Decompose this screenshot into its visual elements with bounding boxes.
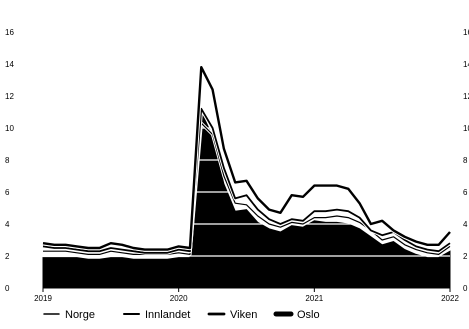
legend-label-innlandet: Innlandet bbox=[145, 309, 190, 321]
y-axis-right: 0 2 4 6 8 10 12 14 16 bbox=[463, 28, 469, 293]
series-line-norge bbox=[43, 122, 451, 255]
y-tick-right-4: 4 bbox=[463, 220, 468, 229]
y-tick-left-4: 4 bbox=[5, 220, 10, 229]
y-tick-left-0: 0 bbox=[5, 284, 10, 293]
y-tick-right-6: 6 bbox=[463, 188, 468, 197]
y-tick-left-10: 10 bbox=[5, 124, 14, 133]
y-tick-right-2: 2 bbox=[463, 252, 468, 261]
legend-label-norge: Norge bbox=[65, 309, 95, 321]
legend-label-viken: Viken bbox=[230, 309, 257, 321]
y-tick-right-8: 8 bbox=[463, 156, 468, 165]
y-tick-right-0: 0 bbox=[463, 284, 468, 293]
legend-label-oslo: Oslo bbox=[297, 309, 320, 321]
y-tick-right-10: 10 bbox=[463, 124, 469, 133]
series-lines-layer bbox=[42, 64, 452, 256]
x-tick-label-2021: 2021 bbox=[305, 294, 323, 303]
y-tick-right-16: 16 bbox=[463, 28, 469, 37]
y-tick-left-16: 16 bbox=[5, 28, 14, 37]
y-tick-left-6: 6 bbox=[5, 188, 10, 197]
x-tick-label-2020: 2020 bbox=[170, 294, 188, 303]
y-tick-right-14: 14 bbox=[463, 60, 469, 69]
series-line-innlandet bbox=[42, 107, 451, 254]
x-axis: 2019 2020 2021 2022 bbox=[34, 287, 459, 303]
y-tick-left-14: 14 bbox=[5, 60, 14, 69]
gridlines-layer bbox=[43, 31, 450, 257]
series-line-viken bbox=[42, 65, 451, 251]
legend: Norge Innlandet Viken Oslo bbox=[43, 309, 320, 321]
y-tick-left-12: 12 bbox=[5, 92, 14, 101]
x-tick-label-2019: 2019 bbox=[34, 294, 52, 303]
y-axis-left: 0 2 4 6 8 10 12 14 16 bbox=[5, 28, 14, 293]
y-tick-left-2: 2 bbox=[5, 252, 10, 261]
y-tick-right-12: 12 bbox=[463, 92, 469, 101]
series-area-oslo bbox=[42, 110, 451, 289]
oslo-area-layer bbox=[42, 110, 451, 289]
y-tick-left-8: 8 bbox=[5, 156, 10, 165]
x-tick-label-2022: 2022 bbox=[441, 294, 459, 303]
